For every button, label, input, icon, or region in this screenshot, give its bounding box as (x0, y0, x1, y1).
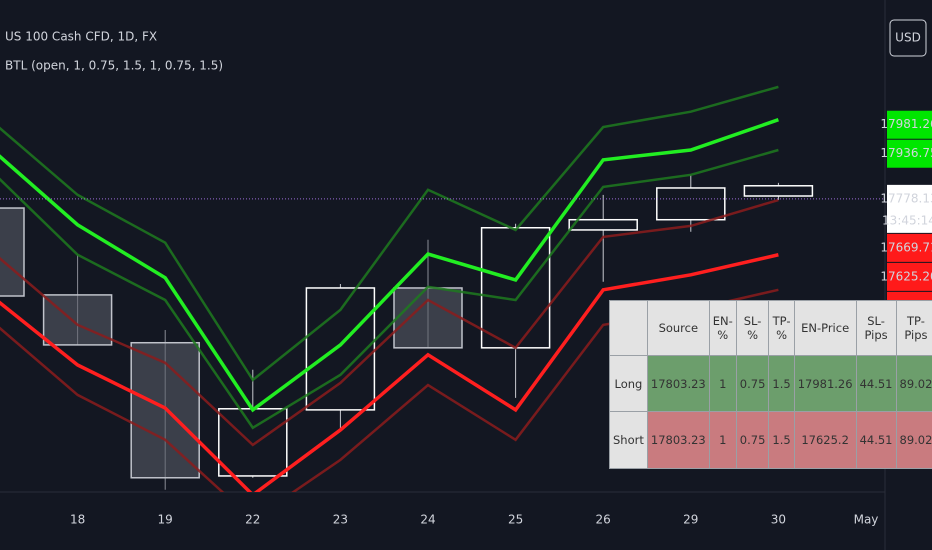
candle-body (42, 294, 113, 346)
corner-cell (609, 300, 648, 356)
price-badge (887, 110, 932, 139)
table-cell: Long (609, 355, 648, 412)
indicator-line (0, 198, 779, 447)
x-tick-label: 18 (70, 513, 85, 527)
price-badge (887, 233, 932, 262)
x-tick-label: 26 (596, 513, 611, 527)
table-cell: 0.75 (735, 411, 770, 469)
table-cell: TP-% (768, 300, 795, 356)
indicator-line (0, 118, 779, 413)
table-cell: 44.51 (855, 355, 897, 412)
x-tick-label: 30 (771, 513, 786, 527)
table-cell: EN-% (708, 300, 737, 356)
price-badge-label: 17981.26 (880, 117, 932, 131)
candle-body (743, 185, 814, 197)
price-badge (887, 262, 932, 291)
table-cell: 44.51 (855, 411, 897, 469)
table-cell: SL-% (735, 300, 770, 356)
table-cell: 1.5 (768, 411, 795, 469)
table-header: Source EN-% SL-% TP-% EN-Price SL-Pips TP-Pips (609, 300, 932, 356)
table-cell: 0.75 (735, 355, 770, 412)
candle-body (656, 187, 726, 221)
table-cell: Source (646, 300, 710, 356)
currency[interactable]: USD (895, 31, 921, 45)
x-tick-label: 19 (158, 513, 173, 527)
plot (0, 85, 814, 492)
x-tick-label: 25 (508, 513, 523, 527)
table-cell: 89.02 (895, 355, 932, 412)
countdown: 13:45:14 (882, 213, 932, 227)
candle-body (218, 408, 288, 477)
table-cell: 1 (708, 411, 737, 469)
indicator-line (0, 148, 779, 430)
candle-body (393, 287, 463, 349)
table-cell: TP-Pips (895, 300, 932, 356)
table-cell: 17625.2 (793, 411, 857, 469)
table-cell: Short (609, 411, 648, 469)
table-cell: SL-Pips (855, 300, 897, 356)
indicator-line (0, 85, 779, 382)
signal-table: Source EN-% SL-% TP-% EN-Price SL-Pips TP-Pips… (609, 300, 932, 469)
currency-box[interactable] (889, 19, 927, 57)
table-cell: 1.5 (768, 355, 795, 412)
table-cell: 17803.23 (646, 411, 710, 469)
candle-body (568, 218, 638, 231)
indicator-line (0, 253, 779, 492)
chart-title: US 100 Cash CFD, 1D, FX (5, 30, 157, 44)
x-tick-label: 22 (245, 513, 260, 527)
candle-body (0, 207, 25, 297)
table-row: Short 17803.23 1 0.75 1.5 17625.2 44.51 89.02 (609, 411, 932, 469)
price-badge-label: 17936.75 (880, 146, 932, 160)
candle-body (305, 287, 376, 411)
x-tick-label: 23 (333, 513, 348, 527)
price-badge-label: 17625.20 (880, 269, 932, 283)
x-tick-label: 24 (420, 513, 435, 527)
price-badge-label: 17778.13 (880, 191, 932, 205)
price-badge (887, 139, 932, 168)
price-badge (887, 184, 932, 233)
price-badge-label: 17669.71 (880, 240, 932, 254)
x-tick-label: 29 (683, 513, 698, 527)
table-cell: 17803.23 (646, 355, 710, 412)
indicator-label: BTL (open, 1, 0.75, 1.5, 1, 0.75, 1.5) (5, 59, 223, 73)
table-cell: 17981.26 (793, 355, 857, 412)
table-cell: 89.02 (895, 411, 932, 469)
table-cell: EN-Price (793, 300, 857, 356)
table-row: Long 17803.23 1 0.75 1.5 17981.26 44.51 89.02 (609, 355, 932, 412)
table-cell: 1 (708, 355, 737, 412)
x-tick-label: May (854, 513, 879, 527)
